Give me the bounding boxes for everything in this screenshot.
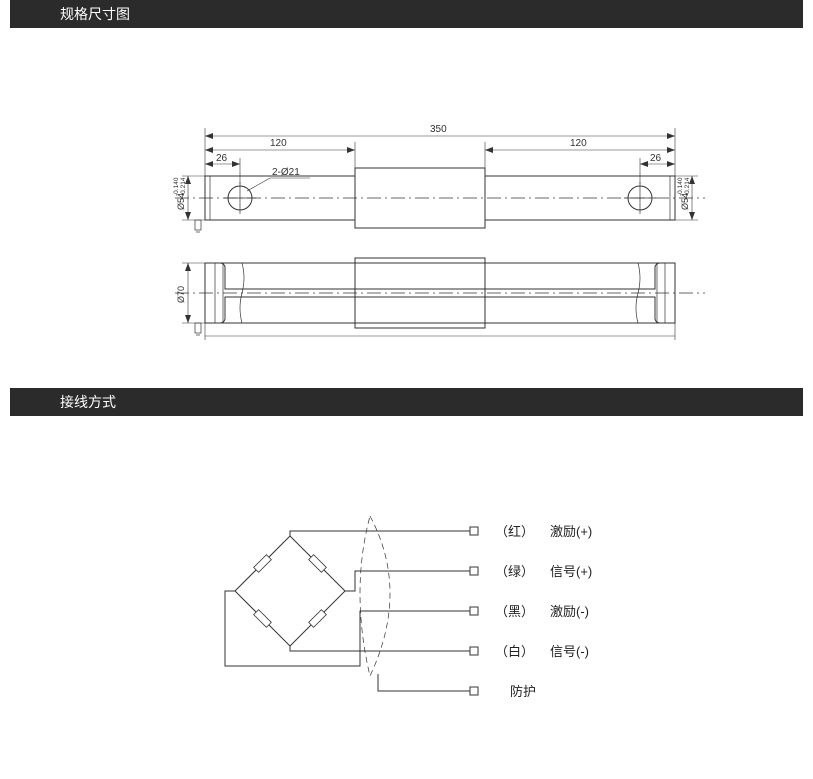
dim-120-left: 120 bbox=[270, 138, 287, 149]
wiring-row-0: （红） 激励(+) bbox=[495, 524, 592, 539]
section-title-wiring: 接线方式 bbox=[60, 394, 116, 410]
wire-color-2: （黑） bbox=[495, 604, 534, 619]
wire-signal-1: 信号(+) bbox=[550, 564, 592, 579]
wire-color-0: （红） bbox=[495, 524, 534, 539]
dimension-drawing: 350 120 120 26 26 2-Ø21 bbox=[10, 28, 803, 358]
wire-signal-3: 信号(-) bbox=[550, 644, 589, 659]
dim-26-left: 26 bbox=[216, 153, 228, 164]
dim-d70: Ø70 bbox=[176, 286, 186, 303]
dim-tol-br: -0.214 bbox=[684, 177, 691, 196]
wiring-drawing: （红） 激励(+) （绿） 信号(+) （黑） 激励(-) （白） 信号(-) … bbox=[10, 416, 803, 766]
section-header-wiring: 接线方式 bbox=[10, 388, 803, 416]
dim-26-right: 26 bbox=[650, 153, 662, 164]
wiring-row-4: 防护 bbox=[510, 684, 536, 699]
wire-color-1: （绿） bbox=[495, 564, 534, 579]
dim-overall: 350 bbox=[430, 124, 447, 135]
dim-tol-bl: -0.214 bbox=[180, 177, 187, 196]
wire-signal-2: 激励(-) bbox=[550, 604, 589, 619]
dim-tol-tl: -0.140 bbox=[173, 177, 180, 196]
wiring-row-1: （绿） 信号(+) bbox=[495, 564, 592, 579]
dim-120-right: 120 bbox=[570, 138, 587, 149]
wiring-svg: （红） 激励(+) （绿） 信号(+) （黑） 激励(-) （白） 信号(-) … bbox=[10, 416, 803, 766]
dim-tol-tr: -0.140 bbox=[677, 177, 684, 196]
section-title: 规格尺寸图 bbox=[60, 6, 130, 22]
wire-color-3: （白） bbox=[495, 644, 534, 659]
wire-signal-0: 激励(+) bbox=[550, 524, 592, 539]
section-header-dimensions: 规格尺寸图 bbox=[10, 0, 803, 28]
wire-signal-4: 防护 bbox=[510, 684, 536, 699]
dim-hole-spec: 2-Ø21 bbox=[272, 167, 300, 178]
dimension-svg: 350 120 120 26 26 2-Ø21 bbox=[10, 28, 803, 358]
wiring-row-3: （白） 信号(-) bbox=[495, 644, 589, 659]
wiring-row-2: （黑） 激励(-) bbox=[495, 604, 589, 619]
